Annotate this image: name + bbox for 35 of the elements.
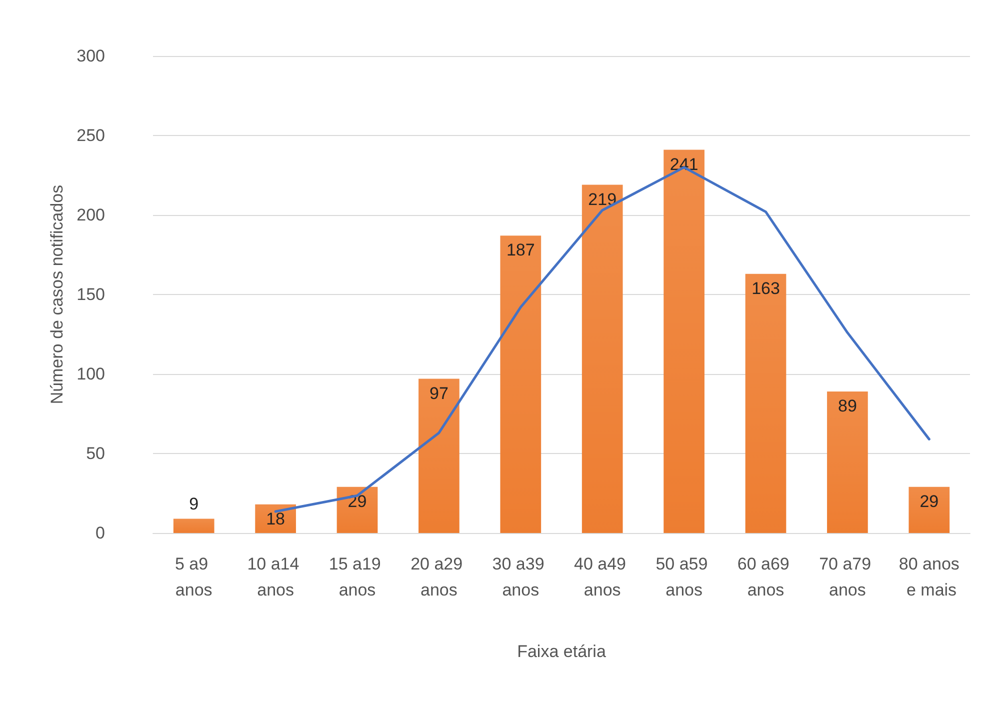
y-tick-label: 0 bbox=[96, 524, 105, 542]
x-tick-label: 10 a14 anos bbox=[247, 554, 304, 600]
x-tick-label: 80 anos e mais bbox=[898, 554, 960, 600]
x-axis-title: Faixa etária bbox=[517, 642, 606, 661]
bar bbox=[745, 274, 786, 533]
y-axis-title: Número de casos notificados bbox=[48, 184, 67, 404]
y-tick-label: 300 bbox=[76, 46, 105, 66]
x-tick-label: 40 a49 anos bbox=[574, 554, 631, 600]
bar bbox=[173, 518, 214, 533]
x-tick-label: 15 a19 anos bbox=[328, 554, 386, 600]
x-tick-label: 70 a79 anos bbox=[819, 554, 876, 600]
x-tick-label: 60 a69 anos bbox=[737, 554, 794, 600]
x-tick-label: 5 a9 anos bbox=[174, 554, 213, 600]
data-label: 97 bbox=[429, 384, 448, 403]
y-tick-label: 50 bbox=[86, 444, 105, 463]
y-tick-label: 150 bbox=[76, 285, 105, 304]
bar bbox=[582, 184, 623, 533]
bar bbox=[827, 391, 868, 533]
bar bbox=[664, 150, 704, 533]
data-label: 18 bbox=[266, 509, 286, 528]
data-label: 163 bbox=[752, 278, 780, 298]
x-tick-label: 20 a29 anos bbox=[410, 554, 468, 600]
x-tick-label: 50 a59 anos bbox=[656, 554, 712, 600]
data-label: 89 bbox=[838, 396, 857, 416]
bar bbox=[908, 486, 950, 533]
bar bbox=[418, 378, 460, 533]
data-label: 219 bbox=[588, 190, 617, 209]
bar bbox=[500, 236, 542, 533]
y-tick-label: 200 bbox=[76, 206, 105, 224]
data-label: 29 bbox=[920, 492, 939, 511]
x-tick-label: 30 a39 anos bbox=[492, 554, 550, 600]
data-label: 187 bbox=[506, 240, 535, 260]
data-label: 9 bbox=[189, 494, 199, 514]
y-tick-label: 250 bbox=[76, 126, 105, 145]
y-tick-label: 100 bbox=[76, 364, 105, 384]
